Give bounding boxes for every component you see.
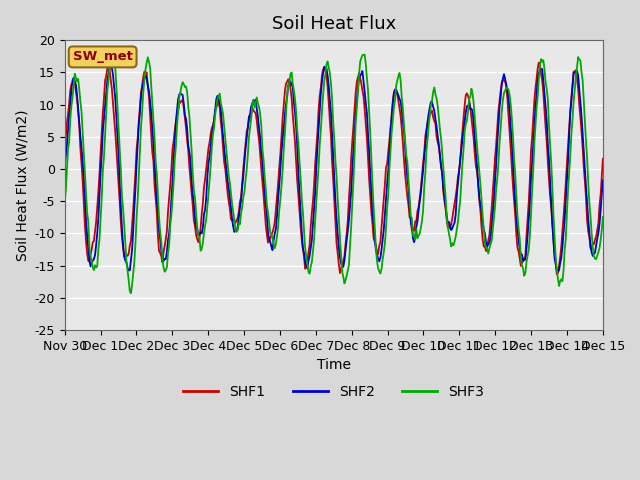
- SHF3: [127, 290, 135, 296]
- SHF3: [107, 50, 115, 56]
- SHF3: [230, 216, 238, 222]
- SHF2: [389, 101, 397, 107]
- Line: SHF1: SHF1: [65, 62, 603, 275]
- SHF2: [363, 110, 371, 116]
- SHF2: [288, 82, 296, 88]
- Y-axis label: Soil Heat Flux (W/m2): Soil Heat Flux (W/m2): [15, 109, 29, 261]
- SHF1: [388, 116, 396, 122]
- SHF1: [362, 121, 370, 127]
- SHF2: [554, 269, 562, 275]
- SHF2: [61, 165, 68, 170]
- Legend: SHF1, SHF2, SHF3: SHF1, SHF2, SHF3: [178, 379, 490, 404]
- X-axis label: Time: Time: [317, 359, 351, 372]
- SHF3: [459, 161, 467, 167]
- SHF2: [321, 64, 328, 70]
- SHF1: [61, 147, 68, 153]
- SHF3: [290, 87, 298, 93]
- Line: SHF3: SHF3: [65, 53, 603, 293]
- SHF1: [228, 218, 236, 224]
- SHF3: [390, 105, 397, 111]
- SHF1: [553, 272, 561, 277]
- SHF3: [552, 255, 559, 261]
- SHF2: [458, 147, 465, 153]
- SHF1: [550, 250, 558, 255]
- SHF3: [61, 200, 68, 206]
- SHF1: [535, 60, 543, 65]
- SHF1: [288, 96, 296, 101]
- Line: SHF2: SHF2: [65, 67, 603, 272]
- SHF3: [599, 214, 607, 220]
- SHF2: [599, 178, 607, 183]
- Text: SW_met: SW_met: [73, 50, 132, 63]
- SHF2: [228, 216, 236, 222]
- SHF2: [550, 255, 558, 261]
- SHF1: [599, 156, 607, 162]
- SHF1: [456, 159, 464, 165]
- Title: Soil Heat Flux: Soil Heat Flux: [271, 15, 396, 33]
- SHF3: [364, 87, 372, 93]
